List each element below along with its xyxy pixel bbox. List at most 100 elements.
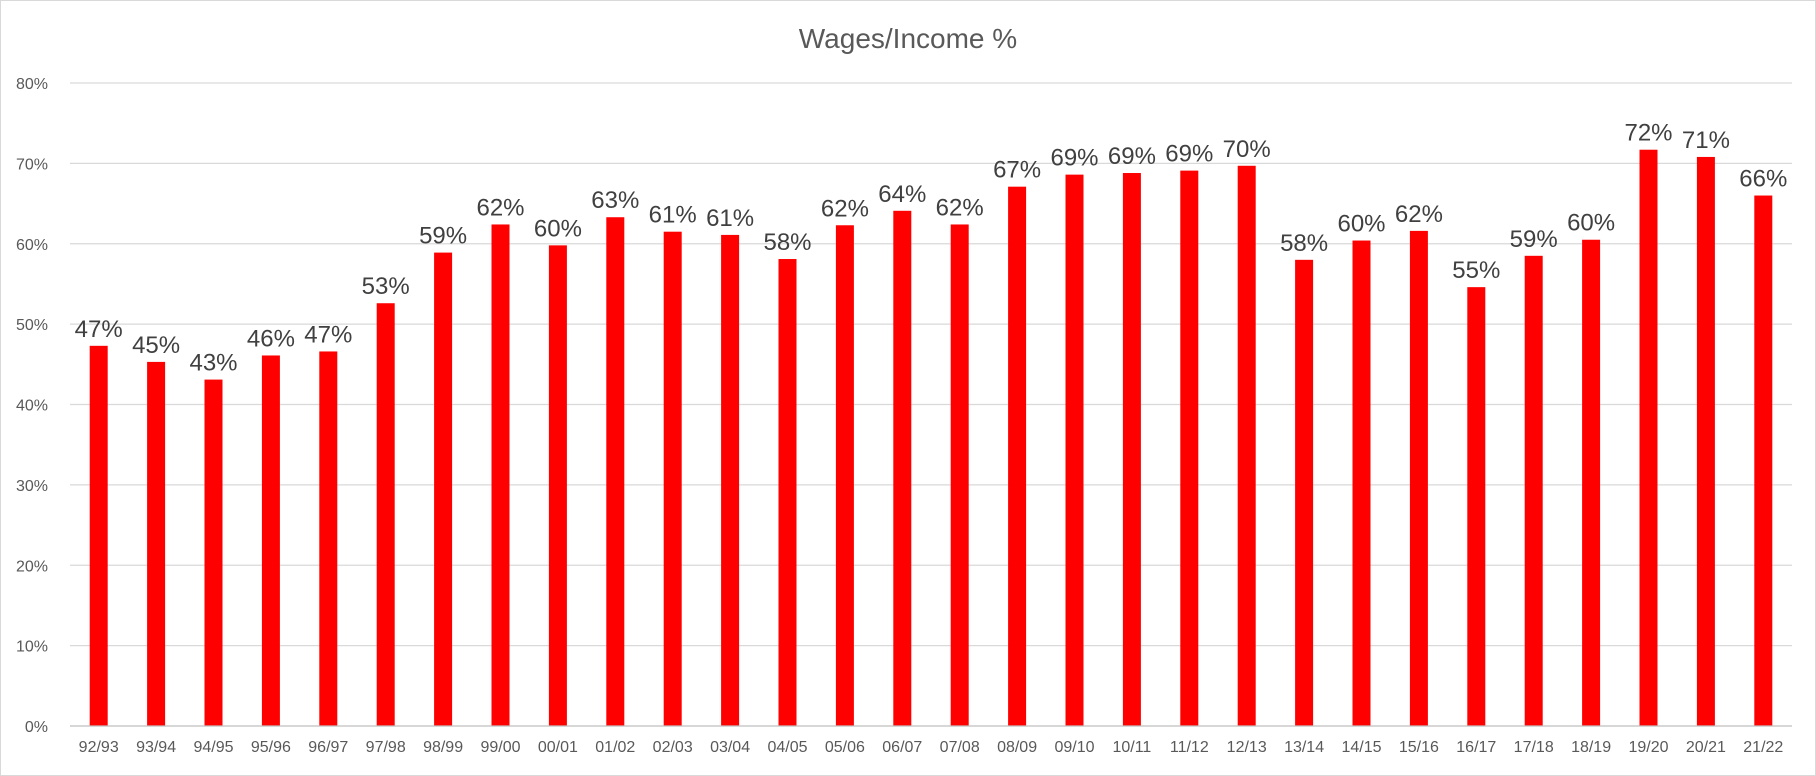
bar (1582, 239, 1601, 726)
bar (1639, 149, 1658, 726)
data-label: 63% (591, 187, 639, 214)
x-tick-label: 08/09 (997, 739, 1037, 756)
data-label: 43% (189, 350, 237, 377)
y-tick-label: 50% (16, 317, 48, 334)
bar (1237, 165, 1256, 726)
bar (204, 379, 223, 726)
data-label: 60% (1567, 210, 1615, 237)
bar (376, 303, 395, 726)
bar (147, 361, 166, 726)
bar (261, 355, 280, 726)
data-label: 59% (419, 223, 467, 250)
bar (606, 217, 625, 726)
x-tick-label: 19/20 (1628, 739, 1668, 756)
x-tick-label: 21/22 (1743, 739, 1783, 756)
data-label: 70% (1223, 136, 1271, 163)
bar (1409, 230, 1428, 726)
x-tick-label: 13/14 (1284, 739, 1324, 756)
bar (491, 224, 510, 726)
gridlines (70, 82, 1792, 647)
data-label: 64% (878, 181, 926, 208)
bar (663, 231, 682, 726)
x-tick-label: 06/07 (882, 739, 922, 756)
bar (548, 245, 567, 727)
data-label: 55% (1452, 257, 1500, 284)
data-label: 61% (706, 205, 754, 232)
x-tick-label: 09/10 (1054, 739, 1094, 756)
bar (950, 224, 969, 726)
data-labels: 47% 45% 43% 46% 47% 53% 59% 62% 60% 63% 61% 61% 58% 6… (75, 120, 1788, 377)
y-tick-label: 20% (16, 558, 48, 575)
y-tick-label: 70% (16, 156, 48, 173)
y-tick-label: 40% (16, 398, 48, 415)
bar (434, 252, 453, 726)
data-label: 62% (476, 194, 524, 221)
x-tick-label: 96/97 (308, 739, 348, 756)
x-tick-label: 17/18 (1514, 739, 1554, 756)
data-label: 59% (1510, 226, 1558, 253)
x-tick-label: 97/98 (366, 739, 406, 756)
bar (1696, 156, 1715, 726)
x-tick-label: 05/06 (825, 739, 865, 756)
chart-title: Wages/Income % (799, 23, 1017, 54)
bar (1754, 195, 1773, 726)
x-tick-label: 02/03 (653, 739, 693, 756)
x-tick-label: 93/94 (136, 739, 176, 756)
data-label: 67% (993, 157, 1041, 184)
data-label: 62% (1395, 201, 1443, 228)
x-tick-label: 18/19 (1571, 739, 1611, 756)
x-tick-label: 10/11 (1112, 739, 1151, 756)
data-label: 69% (1108, 143, 1156, 170)
data-label: 69% (1165, 141, 1213, 168)
bars (89, 149, 1773, 727)
bar (1008, 186, 1027, 727)
x-tick-label: 99/00 (480, 739, 520, 756)
x-tick-label: 14/15 (1341, 739, 1381, 756)
x-axis-ticks: 92/93 93/94 94/95 95/96 96/97 97/98 98/99 99/00… (79, 739, 1784, 756)
bar (1180, 170, 1199, 726)
bar (319, 351, 338, 726)
bar (835, 225, 854, 727)
data-label: 46% (247, 325, 295, 352)
y-tick-label: 10% (16, 639, 48, 656)
bar (89, 345, 108, 726)
data-label: 62% (821, 195, 869, 222)
x-tick-label: 95/96 (251, 739, 291, 756)
bar (1122, 173, 1141, 726)
x-tick-label: 03/04 (710, 739, 750, 756)
bar (1467, 287, 1486, 726)
x-tick-label: 98/99 (423, 739, 463, 756)
x-tick-label: 15/16 (1399, 739, 1439, 756)
x-tick-label: 01/02 (595, 739, 635, 756)
x-tick-label: 92/93 (79, 739, 119, 756)
y-tick-label: 80% (16, 76, 48, 93)
x-tick-label: 20/21 (1686, 739, 1726, 756)
bar (721, 234, 740, 726)
data-label: 47% (304, 321, 352, 348)
data-label: 45% (132, 332, 180, 359)
data-label: 62% (936, 194, 984, 221)
bar (1065, 174, 1084, 726)
data-label: 66% (1739, 166, 1787, 193)
data-label: 60% (1337, 211, 1385, 238)
x-tick-label: 12/13 (1227, 739, 1267, 756)
data-label: 53% (362, 273, 410, 300)
y-tick-label: 60% (16, 237, 48, 254)
bar (1352, 240, 1371, 726)
data-label: 69% (1050, 145, 1098, 172)
data-label: 58% (763, 229, 811, 256)
bar (1524, 255, 1543, 726)
y-axis-ticks: 0% 10% 20% 30% 40% 50% 60% 70% 80% (16, 76, 48, 736)
y-tick-label: 30% (16, 478, 48, 495)
data-label: 71% (1682, 127, 1730, 154)
data-label: 58% (1280, 230, 1328, 257)
x-tick-label: 94/95 (193, 739, 233, 756)
x-tick-label: 11/12 (1170, 739, 1209, 756)
y-tick-label: 0% (25, 719, 48, 736)
data-label: 60% (534, 215, 582, 242)
x-tick-label: 04/05 (767, 739, 807, 756)
x-tick-label: 16/17 (1456, 739, 1496, 756)
bar (893, 210, 912, 726)
data-label: 72% (1624, 120, 1672, 147)
